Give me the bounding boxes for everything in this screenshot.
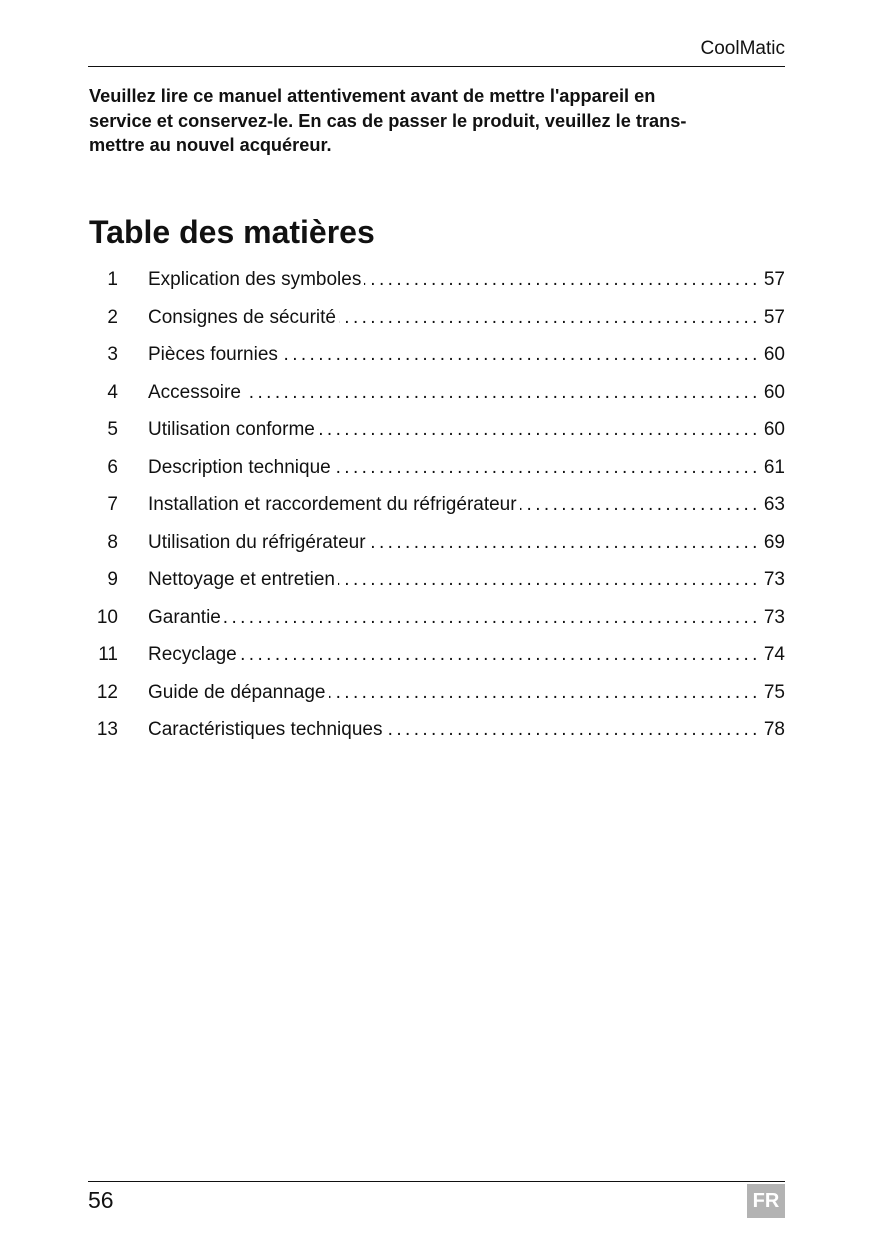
toc-entry-page: 73 bbox=[763, 606, 785, 628]
toc-entry-page: 60 bbox=[763, 419, 785, 440]
toc-entry: 2 Consignes de sécurité..................… bbox=[88, 304, 785, 342]
dot-leader: ........................................… bbox=[281, 344, 761, 365]
toc-entry: 9 Nettoyage et entretien.................… bbox=[88, 566, 785, 604]
toc-entry-label: Pièces fournies bbox=[148, 344, 278, 365]
toc-entry-page: 63 bbox=[763, 494, 785, 515]
toc-entry: 12 Guide de dépannage....................… bbox=[88, 679, 785, 717]
toc-entry-number: 13 bbox=[96, 719, 118, 740]
toc-entry-page: 78 bbox=[763, 719, 785, 740]
toc-entry-label: Description technique bbox=[148, 456, 331, 478]
toc-entry: 4 Accessoire.............................… bbox=[88, 379, 785, 417]
toc-entry: 5 Utilisation conforme...................… bbox=[88, 416, 785, 454]
toc-entry-page: 60 bbox=[763, 344, 785, 365]
intro-line: service et conservez-le. En cas de passe… bbox=[89, 110, 687, 131]
toc-entry: 10 Garantie..............................… bbox=[88, 604, 785, 642]
toc-entry-page: 61 bbox=[763, 456, 785, 478]
toc-entry-label: Utilisation conforme bbox=[148, 419, 315, 440]
page-footer: 56 FR bbox=[88, 1181, 785, 1218]
dot-leader: ........................................… bbox=[385, 719, 761, 740]
toc-entry-number: 5 bbox=[107, 419, 118, 440]
toc-entry: 3 Pièces fournies........................… bbox=[88, 341, 785, 379]
toc-entry-number: 2 bbox=[107, 306, 118, 328]
dot-leader: ........................................… bbox=[318, 419, 761, 440]
toc-entry-label: Nettoyage et entretien bbox=[148, 569, 335, 590]
toc-entry-label: Explication des symboles bbox=[148, 269, 362, 290]
toc-entry-number: 10 bbox=[96, 606, 118, 628]
toc-entry-label: Guide de dépannage bbox=[148, 681, 326, 703]
toc-entry-number: 6 bbox=[107, 456, 118, 478]
toc-entry-number: 12 bbox=[96, 681, 118, 703]
toc-entry-label: Utilisation du réfrigérateur bbox=[148, 531, 366, 553]
dot-leader: ........................................… bbox=[364, 269, 761, 290]
toc-entry: 8 Utilisation du réfrigérateur...........… bbox=[88, 529, 785, 567]
toc-entry-page: 69 bbox=[763, 531, 785, 553]
toc-entry-number: 9 bbox=[107, 569, 118, 590]
toc-entry-label: Recyclage bbox=[148, 644, 237, 665]
toc-entry-number: 1 bbox=[107, 269, 118, 290]
product-name: CoolMatic bbox=[700, 38, 785, 59]
dot-leader: ........................................… bbox=[333, 456, 761, 478]
toc-entry-label: Consignes de sécurité bbox=[148, 306, 336, 328]
dot-leader: ........................................… bbox=[223, 606, 761, 628]
dot-leader: ........................................… bbox=[519, 494, 761, 515]
dot-leader: ........................................… bbox=[337, 569, 761, 590]
dot-leader: ........................................… bbox=[368, 531, 761, 553]
dot-leader: ........................................… bbox=[240, 644, 761, 665]
toc-entry-page: 73 bbox=[763, 569, 785, 590]
toc-title: Table des matières bbox=[89, 214, 375, 250]
language-badge: FR bbox=[747, 1184, 785, 1218]
toc-entry: 7 Installation et raccordement du réfrigé… bbox=[88, 491, 785, 529]
dot-leader: ........................................… bbox=[328, 681, 761, 703]
toc-entry-page: 60 bbox=[763, 381, 785, 403]
toc-entry-label: Garantie bbox=[148, 606, 221, 628]
dot-leader: ........................................… bbox=[244, 381, 761, 403]
toc-entry: 13 Caractéristiques techniques...........… bbox=[88, 716, 785, 754]
toc-entry: 11 Recyclage.............................… bbox=[88, 641, 785, 679]
toc-entry-page: 57 bbox=[763, 306, 785, 328]
toc-entry-number: 4 bbox=[107, 381, 118, 403]
intro-line: Veuillez lire ce manuel attentivement av… bbox=[89, 86, 656, 106]
page-number: 56 bbox=[88, 1187, 114, 1213]
toc-entry-number: 7 bbox=[107, 494, 118, 515]
table-of-contents: 1 Explication des symboles...............… bbox=[88, 266, 785, 754]
toc-entry: 6 Description technique..................… bbox=[88, 454, 785, 492]
toc-entry-page: 75 bbox=[763, 681, 785, 703]
toc-entry: 1 Explication des symboles...............… bbox=[88, 266, 785, 304]
toc-entry-label: Accessoire bbox=[148, 381, 241, 403]
toc-entry-page: 57 bbox=[763, 269, 785, 290]
toc-entry-number: 8 bbox=[107, 531, 118, 553]
toc-entry-number: 3 bbox=[107, 344, 118, 365]
intro-notice: Veuillez lire ce manuel attentivement av… bbox=[89, 84, 789, 158]
toc-entry-label: Installation et raccordement du réfrigér… bbox=[148, 494, 517, 515]
intro-line: mettre au nouvel acquéreur. bbox=[89, 135, 332, 155]
dot-leader: ........................................… bbox=[339, 306, 761, 328]
page-header: CoolMatic bbox=[88, 38, 785, 67]
toc-entry-label: Caractéristiques techniques bbox=[148, 719, 383, 740]
toc-entry-number: 11 bbox=[98, 644, 118, 665]
toc-entry-page: 74 bbox=[763, 644, 785, 665]
